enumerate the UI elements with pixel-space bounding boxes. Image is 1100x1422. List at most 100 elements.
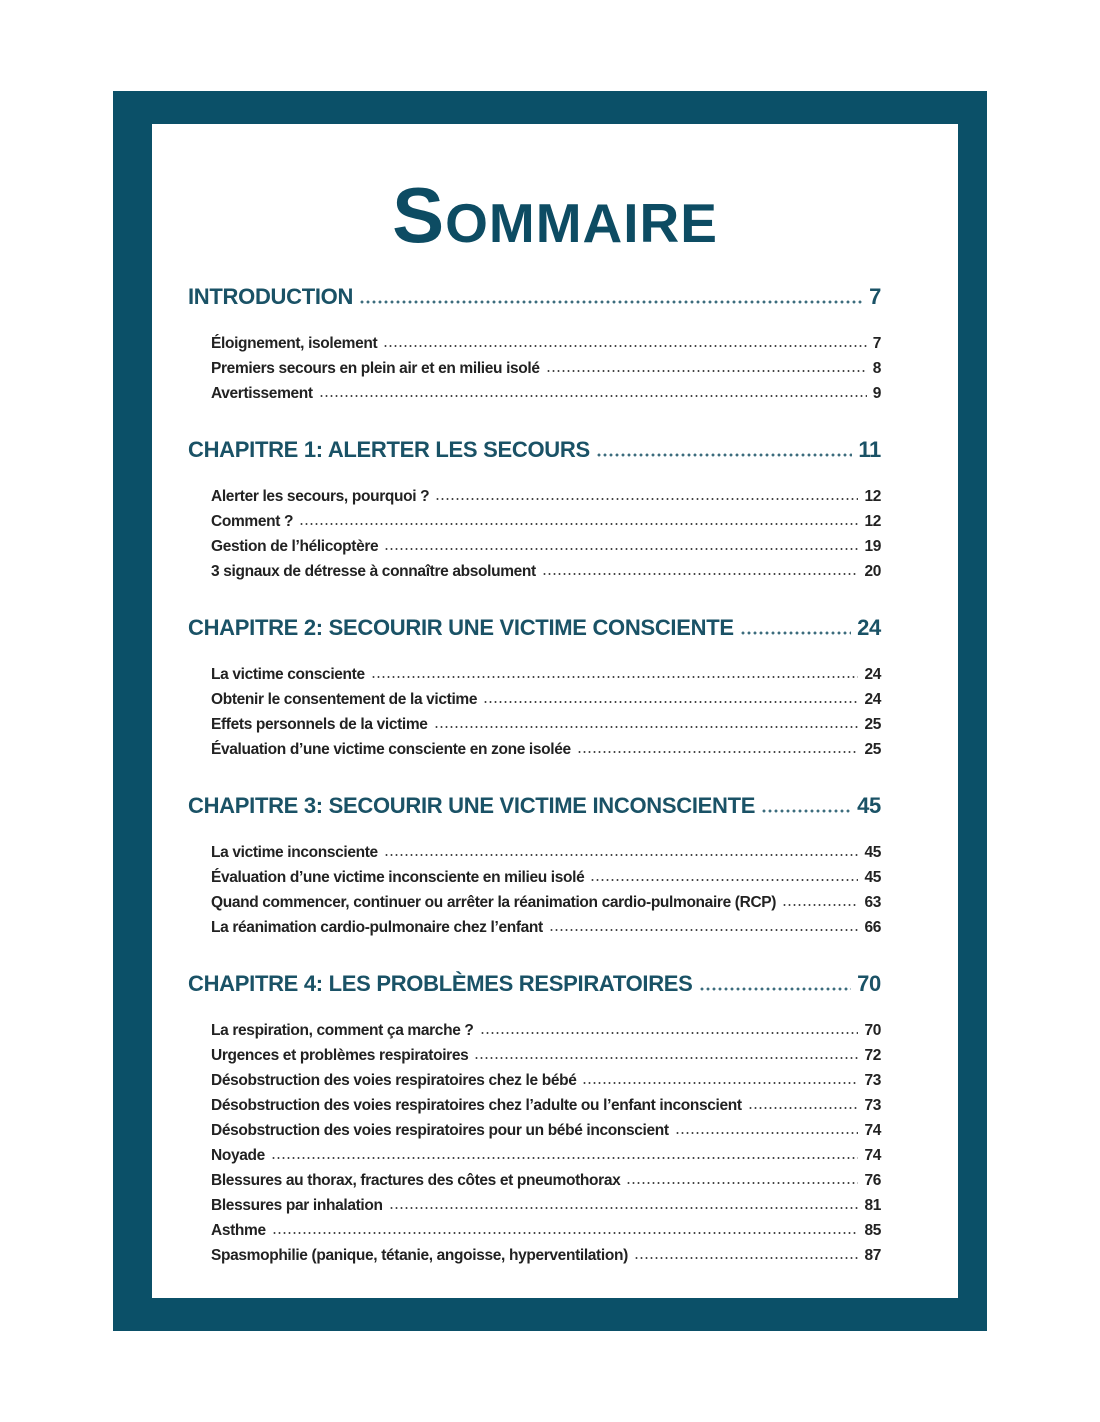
dot-leader (541, 572, 859, 576)
entry-title: Éloignement, isolement (211, 335, 378, 352)
toc-entry-link[interactable]: Désobstruction des voies respiratoires p… (211, 1118, 881, 1143)
toc-entry-link[interactable]: Éloignement, isolement 7 (211, 331, 881, 356)
dot-leader (433, 725, 859, 729)
toc-entry-link[interactable]: Évaluation d’une victime inconsciente en… (211, 865, 881, 890)
entry-page-number: 20 (864, 563, 881, 580)
page-frame: Sommaire INTRODUCTION 7 Éloignement, isole… (113, 91, 987, 1331)
toc-entry-link[interactable]: Obtenir le consentement de la victime 24 (211, 687, 881, 712)
toc-section: INTRODUCTION 7 Éloignement, isolement 7 Prem… (188, 282, 881, 406)
toc-entry-link[interactable]: Quand commencer, continuer ou arrêter la… (211, 890, 881, 915)
chapter-title: CHAPITRE 1: ALERTER LES SECOURS (188, 437, 590, 462)
entry-list: La respiration, comment ça marche ? 70 Urg… (211, 1018, 881, 1268)
toc-entry-link[interactable]: Évaluation d’une victime consciente en z… (211, 737, 881, 762)
entry-title: Désobstruction des voies respiratoires c… (211, 1097, 742, 1114)
entry-title: Alerter les secours, pourquoi ? (211, 488, 430, 505)
toc-entry-link[interactable]: Gestion de l’hélicoptère 19 (211, 534, 881, 559)
dot-leader (383, 853, 859, 857)
entry-page-number: 9 (872, 385, 882, 402)
chapter-heading-link[interactable]: CHAPITRE 2: SECOURIR UNE VICTIME CONSCIE… (188, 613, 881, 643)
dot-leader (270, 1156, 859, 1160)
entry-title: La victime consciente (211, 666, 365, 683)
entry-title: La réanimation cardio-pulmonaire chez l’… (211, 919, 543, 936)
entry-title: Évaluation d’une victime inconsciente en… (211, 869, 585, 886)
toc-section: CHAPITRE 1: ALERTER LES SECOURS 11 Alerter… (188, 435, 881, 584)
toc-entry-link[interactable]: Premiers secours en plein air et en mili… (211, 356, 881, 381)
toc-entry-link[interactable]: La respiration, comment ça marche ? 70 (211, 1018, 881, 1043)
toc-entry-link[interactable]: La réanimation cardio-pulmonaire chez l’… (211, 915, 881, 940)
dot-leader (483, 700, 859, 704)
entry-list: Éloignement, isolement 7 Premiers secours … (211, 331, 881, 406)
entry-title: La respiration, comment ça marche ? (211, 1022, 474, 1039)
entry-title: Blessures par inhalation (211, 1197, 383, 1214)
dot-leader (370, 675, 859, 679)
chapter-heading-link[interactable]: CHAPITRE 1: ALERTER LES SECOURS 11 (188, 435, 881, 465)
toc-entry-link[interactable]: Comment ? 12 (211, 509, 881, 534)
chapter-page-number: 70 (857, 971, 881, 996)
toc-entry-link[interactable]: Effets personnels de la victime 25 (211, 712, 881, 737)
chapter-page-number: 7 (869, 284, 881, 309)
toc-entry-link[interactable]: Blessures par inhalation 81 (211, 1193, 881, 1218)
dot-leader (633, 1256, 859, 1260)
dot-leader (576, 750, 859, 754)
entry-title: Effets personnels de la victime (211, 716, 428, 733)
dot-leader (761, 809, 852, 813)
entry-title: 3 signaux de détresse à connaître absolu… (211, 563, 536, 580)
entry-title: Gestion de l’hélicoptère (211, 538, 379, 555)
toc-entry-link[interactable]: La victime inconsciente 45 (211, 840, 881, 865)
toc-entry-link[interactable]: Blessures au thorax, fractures des côtes… (211, 1168, 881, 1193)
toc-entry-link[interactable]: Désobstruction des voies respiratoires c… (211, 1068, 881, 1093)
dot-leader (747, 1106, 859, 1110)
toc-entry-link[interactable]: Désobstruction des voies respiratoires c… (211, 1093, 881, 1118)
toc-entry-link[interactable]: Alerter les secours, pourquoi ? 12 (211, 484, 881, 509)
entry-title: Noyade (211, 1147, 265, 1164)
dot-leader (548, 928, 859, 932)
chapter-page-number: 45 (857, 793, 881, 818)
dot-leader (435, 497, 859, 501)
dot-leader (590, 878, 859, 882)
chapter-heading-link[interactable]: CHAPITRE 3: SECOURIR UNE VICTIME INCONSC… (188, 791, 881, 821)
table-of-contents: INTRODUCTION 7 Éloignement, isolement 7 Prem… (188, 282, 881, 1297)
dot-leader (479, 1031, 859, 1035)
dot-leader (739, 631, 852, 635)
dot-leader (626, 1181, 859, 1185)
toc-entry-link[interactable]: Spasmophilie (panique, tétanie, angoisse… (211, 1243, 881, 1268)
entry-page-number: 24 (864, 666, 881, 683)
toc-entry-link[interactable]: Avertissement 9 (211, 381, 881, 406)
chapter-page-number: 11 (858, 437, 881, 462)
entry-title: Urgences et problèmes respiratoires (211, 1047, 469, 1064)
page-content: Sommaire INTRODUCTION 7 Éloignement, isole… (152, 124, 958, 1298)
entry-page-number: 85 (864, 1222, 881, 1239)
entry-page-number: 87 (864, 1247, 881, 1264)
chapter-title: INTRODUCTION (188, 284, 354, 309)
chapter-heading-link[interactable]: INTRODUCTION 7 (188, 282, 881, 312)
entry-page-number: 8 (872, 360, 882, 377)
entry-page-number: 24 (864, 691, 881, 708)
entry-page-number: 73 (864, 1097, 881, 1114)
dot-leader (698, 987, 852, 991)
entry-page-number: 45 (864, 869, 881, 886)
toc-section: CHAPITRE 2: SECOURIR UNE VICTIME CONSCIE… (188, 613, 881, 762)
entry-page-number: 66 (864, 919, 881, 936)
entry-page-number: 63 (864, 894, 881, 911)
entry-list: La victime consciente 24 Obtenir le consen… (211, 662, 881, 762)
dot-leader (782, 903, 859, 907)
entry-page-number: 74 (864, 1122, 881, 1139)
entry-page-number: 73 (864, 1072, 881, 1089)
entry-page-number: 45 (864, 844, 881, 861)
entry-title: Obtenir le consentement de la victime (211, 691, 478, 708)
entry-page-number: 25 (864, 716, 881, 733)
toc-entry-link[interactable]: Asthme 85 (211, 1218, 881, 1243)
dot-leader (545, 369, 867, 373)
toc-entry-link[interactable]: Noyade 74 (211, 1143, 881, 1168)
toc-entry-link[interactable]: 3 signaux de détresse à connaître absolu… (211, 559, 881, 584)
entry-title: Comment ? (211, 513, 294, 530)
dot-leader (582, 1081, 859, 1085)
entry-page-number: 76 (864, 1172, 881, 1189)
entry-title: Blessures au thorax, fractures des côtes… (211, 1172, 621, 1189)
chapter-heading-link[interactable]: CHAPITRE 4: LES PROBLÈMES RESPIRATOIRES 7… (188, 969, 881, 999)
toc-section: CHAPITRE 3: SECOURIR UNE VICTIME INCONSC… (188, 791, 881, 940)
toc-entry-link[interactable]: La victime consciente 24 (211, 662, 881, 687)
toc-entry-link[interactable]: Urgences et problèmes respiratoires 72 (211, 1043, 881, 1068)
entry-title: Désobstruction des voies respiratoires p… (211, 1122, 669, 1139)
chapter-title: CHAPITRE 4: LES PROBLÈMES RESPIRATOIRES (188, 971, 693, 996)
